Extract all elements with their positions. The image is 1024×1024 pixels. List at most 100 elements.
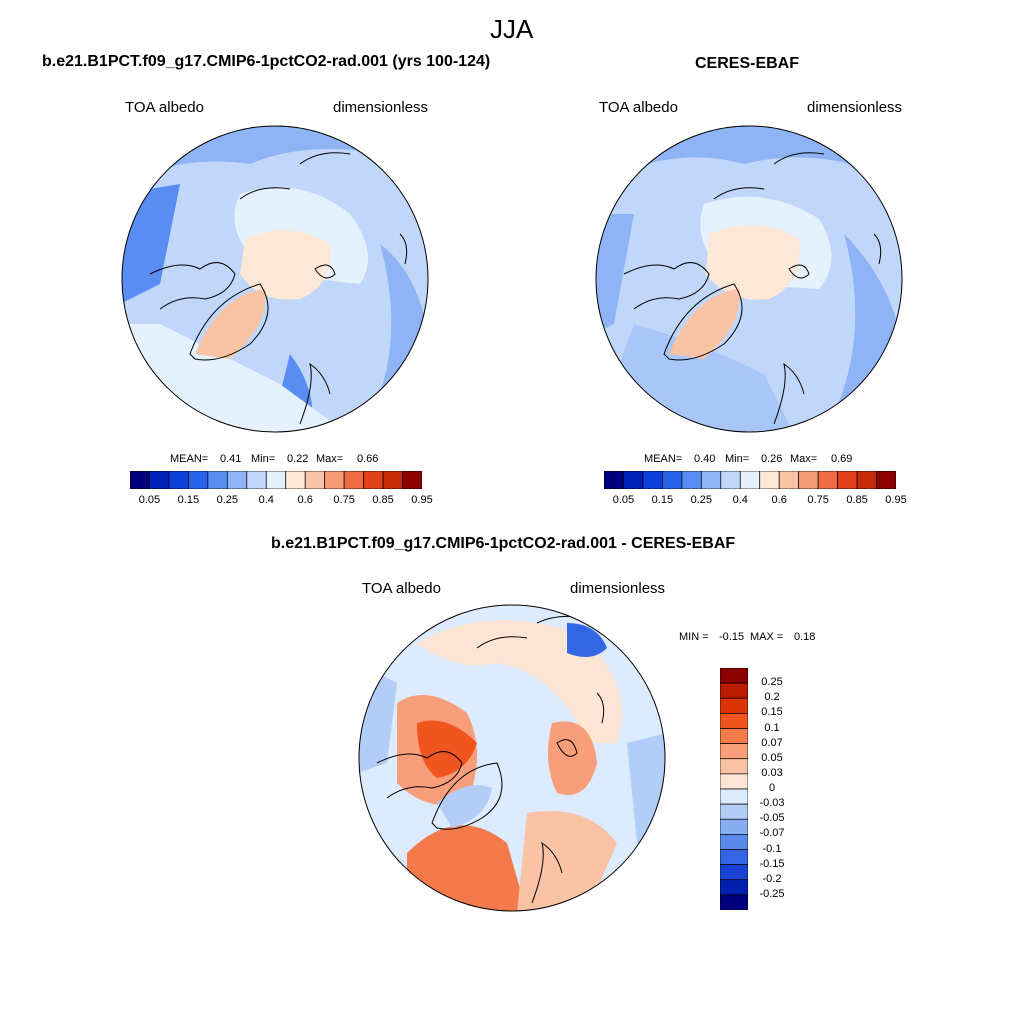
colorbar-swatch: [720, 818, 748, 835]
colorbar-swatch: [876, 471, 896, 489]
panel3-units-label: dimensionless: [570, 580, 666, 597]
panel3-max-label: MAX =: [750, 631, 784, 643]
colorbar-swatch: [720, 834, 748, 850]
colorbar-tick-label: 0.25: [761, 676, 783, 689]
panel1-polar-map: [121, 125, 429, 433]
colorbar-swatch: [720, 864, 748, 881]
colorbar-tick-label: 0.75: [333, 494, 355, 506]
colorbar-swatch: [324, 471, 345, 489]
colorbar-tick-label: 0.25: [216, 494, 239, 506]
panel3-title: b.e21.B1PCT.f09_g17.CMIP6-1pctCO2-rad.00…: [271, 535, 736, 552]
colorbar-tick-label: 0.75: [807, 494, 829, 506]
panel3-polar-map: [358, 604, 666, 912]
panel1-max-value: 0.66: [357, 453, 379, 465]
colorbar-swatch: [739, 471, 761, 489]
colorbar-tick-label: -0.25: [759, 887, 785, 900]
colorbar-swatch: [837, 471, 858, 489]
colorbar-swatch: [759, 471, 780, 489]
panel2-polar-map: [595, 125, 903, 433]
panel2-colorbar: [604, 471, 896, 489]
colorbar-swatch: [265, 471, 287, 489]
colorbar-swatch: [778, 471, 800, 489]
panel2-max-label: Max=: [790, 453, 818, 465]
colorbar-tick-label: 0: [768, 782, 776, 794]
colorbar-tick-label: 0.6: [771, 494, 787, 506]
panel2-min-label: Min=: [725, 453, 750, 465]
colorbar-swatch: [856, 471, 877, 489]
colorbar-swatch: [720, 697, 748, 714]
panel1-colorbar: [130, 471, 422, 489]
panel2-title: CERES-EBAF: [695, 55, 800, 72]
colorbar-swatch: [720, 668, 748, 684]
colorbar-swatch: [226, 471, 248, 489]
colorbar-swatch: [720, 682, 748, 699]
panel1-title: b.e21.B1PCT.f09_g17.CMIP6-1pctCO2-rad.00…: [42, 53, 491, 70]
panel1-mean-label: MEAN=: [170, 453, 209, 465]
colorbar-swatch: [188, 471, 209, 489]
colorbar-swatch: [246, 471, 267, 489]
colorbar-swatch: [720, 758, 748, 775]
colorbar-tick-label: 0.15: [651, 494, 674, 506]
colorbar-swatch: [700, 471, 722, 489]
colorbar-swatch: [168, 471, 189, 489]
panel3-variable-label: TOA albedo: [362, 580, 441, 597]
panel1-variable-label: TOA albedo: [125, 99, 204, 116]
panel1-mean-value: 0.41: [220, 453, 242, 465]
colorbar-swatch: [149, 471, 170, 489]
colorbar-tick-label: -0.05: [759, 812, 785, 825]
colorbar-swatch: [207, 471, 228, 489]
panel1-units-label: dimensionless: [333, 99, 429, 116]
colorbar-tick-label: 0.05: [612, 494, 635, 506]
colorbar-tick-label: -0.1: [762, 842, 782, 855]
colorbar-tick-label: 0.2: [764, 691, 780, 704]
panel3-min-label: MIN =: [679, 631, 709, 643]
colorbar-swatch: [285, 471, 306, 489]
colorbar-tick-label: 0.4: [732, 494, 748, 506]
colorbar-tick-label: -0.15: [759, 857, 785, 870]
colorbar-swatch: [720, 728, 748, 744]
panel1-max-label: Max=: [316, 453, 344, 465]
colorbar-swatch: [382, 471, 403, 489]
panel3-max-value: 0.18: [794, 631, 816, 643]
panel2-units-label: dimensionless: [807, 99, 903, 116]
panel1-min-value: 0.22: [287, 453, 309, 465]
colorbar-swatch: [681, 471, 702, 489]
colorbar-tick-label: 0.03: [761, 766, 783, 779]
season-title: JJA: [490, 14, 534, 44]
colorbar-swatch: [720, 743, 748, 760]
colorbar-swatch: [623, 471, 644, 489]
colorbar-swatch: [304, 471, 326, 489]
panel2-variable-label: TOA albedo: [599, 99, 678, 116]
colorbar-swatch: [343, 471, 364, 489]
panel2-mean-label: MEAN=: [644, 453, 683, 465]
colorbar-tick-label: 0.85: [372, 494, 394, 506]
panel2-min-value: 0.26: [761, 453, 783, 465]
colorbar-tick-label: 0.4: [258, 494, 274, 506]
colorbar-swatch: [720, 788, 748, 805]
colorbar-swatch: [604, 471, 624, 489]
colorbar-swatch: [720, 803, 748, 820]
panel3-colorbar: [720, 668, 748, 910]
colorbar-swatch: [130, 471, 150, 489]
colorbar-swatch: [720, 471, 741, 489]
colorbar-tick-label: -0.07: [759, 827, 785, 840]
colorbar-tick-label: 0.95: [411, 494, 433, 506]
colorbar-tick-label: 0.15: [177, 494, 200, 506]
colorbar-swatch: [720, 879, 748, 896]
colorbar-swatch: [402, 471, 422, 489]
colorbar-swatch: [363, 471, 384, 489]
colorbar-swatch: [798, 471, 819, 489]
colorbar-swatch: [662, 471, 683, 489]
panel2-mean-value: 0.40: [694, 453, 716, 465]
colorbar-swatch: [720, 713, 748, 729]
colorbar-tick-label: 0.15: [761, 706, 783, 719]
colorbar-tick-label: 0.85: [846, 494, 868, 506]
colorbar-swatch: [720, 894, 748, 910]
colorbar-swatch: [817, 471, 838, 489]
colorbar-tick-label: 0.6: [297, 494, 313, 506]
colorbar-tick-label: 0.1: [764, 721, 780, 734]
colorbar-tick-label: 0.05: [761, 751, 783, 764]
panel2-max-value: 0.69: [831, 453, 853, 465]
colorbar-tick-label: -0.03: [759, 797, 785, 810]
colorbar-tick-label: -0.2: [762, 872, 782, 885]
